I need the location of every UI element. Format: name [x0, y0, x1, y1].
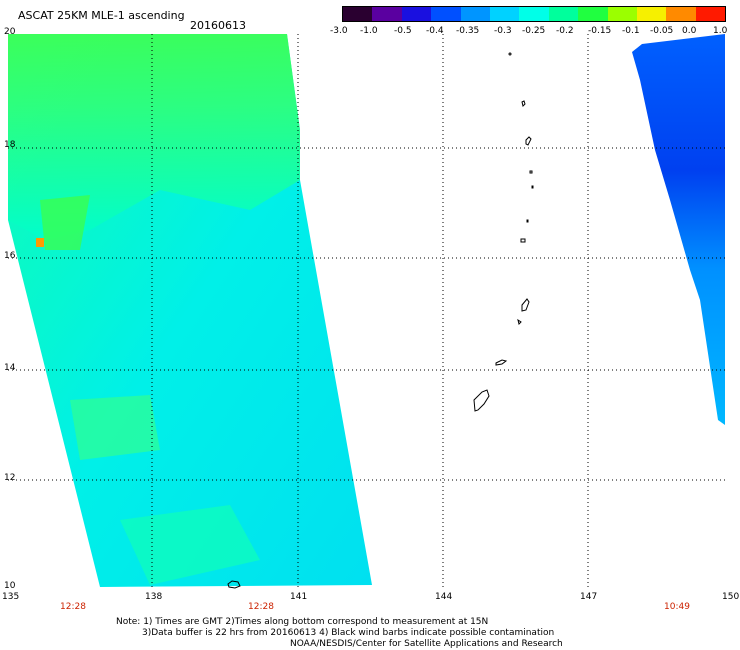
lat-label: 14: [4, 363, 16, 373]
graticule: [8, 34, 725, 590]
swath-right: [632, 34, 725, 425]
lon-label: 138: [145, 592, 163, 602]
colorbar-label: -0.4: [426, 26, 444, 36]
note-line-1: Note: 1) Times are GMT 2)Times along bot…: [116, 617, 489, 627]
colorbar-label: -0.1: [622, 26, 640, 36]
lat-label: 10: [4, 581, 16, 591]
colorbar-swatch: [489, 7, 520, 21]
colorbar-swatch: [666, 7, 696, 21]
colorbar: [342, 6, 726, 22]
note-line-3: NOAA/NESDIS/Center for Satellite Applica…: [290, 639, 563, 649]
product-title: ASCAT 25KM MLE-1 ascending: [18, 9, 185, 22]
product-date: 20160613: [190, 19, 246, 32]
colorbar-swatch: [607, 7, 637, 21]
colorbar-label: 1.0: [713, 26, 728, 36]
lat-label: 18: [4, 140, 16, 150]
note-line-2: 3)Data buffer is 22 hrs from 20160613 4)…: [142, 628, 555, 638]
colorbar-swatch: [578, 7, 608, 21]
colorbar-label: -0.05: [650, 26, 674, 36]
colorbar-swatch: [548, 7, 579, 21]
lon-label: 141: [290, 592, 308, 602]
pass-time: 10:49: [664, 602, 690, 612]
colorbar-swatch: [372, 7, 402, 21]
colorbar-swatch: [695, 7, 725, 21]
pass-time: 12:28: [248, 602, 274, 612]
colorbar-label: -0.2: [556, 26, 574, 36]
colorbar-swatch: [636, 7, 667, 21]
colorbar-label: -0.25: [522, 26, 546, 36]
colorbar-label: -0.5: [394, 26, 412, 36]
colorbar-swatch: [401, 7, 432, 21]
lon-label: 144: [435, 592, 453, 602]
colorbar-swatch: [343, 7, 373, 21]
swath-left: [8, 34, 372, 587]
colorbar-label: 0.0: [682, 26, 697, 36]
colorbar-label: -0.15: [588, 26, 612, 36]
colorbar-label: -0.3: [494, 26, 512, 36]
colorbar-swatch: [460, 7, 490, 21]
colorbar-label: -0.35: [456, 26, 480, 36]
pass-time: 12:28: [60, 602, 86, 612]
lat-label: 20: [4, 27, 16, 37]
colorbar-labels: -3.0 -1.0 -0.5 -0.4 -0.35 -0.3 -0.25 -0.…: [0, 27, 740, 39]
lat-label: 12: [4, 473, 16, 483]
island-outlines: [227, 52, 534, 589]
colorbar-label: -1.0: [360, 26, 378, 36]
colorbar-label: -3.0: [330, 26, 348, 36]
lon-label: 147: [580, 592, 598, 602]
lat-label: 16: [4, 251, 16, 261]
colorbar-swatch: [519, 7, 549, 21]
lon-label: 150: [722, 592, 740, 602]
lon-label: 135: [2, 592, 20, 602]
colorbar-swatch: [431, 7, 461, 21]
